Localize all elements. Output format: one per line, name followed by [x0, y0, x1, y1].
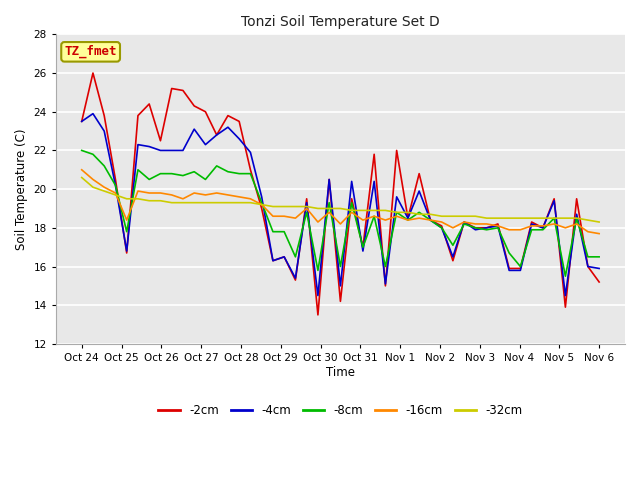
X-axis label: Time: Time: [326, 366, 355, 379]
Legend: -2cm, -4cm, -8cm, -16cm, -32cm: -2cm, -4cm, -8cm, -16cm, -32cm: [154, 399, 527, 422]
Title: Tonzi Soil Temperature Set D: Tonzi Soil Temperature Set D: [241, 15, 440, 29]
Text: TZ_fmet: TZ_fmet: [65, 45, 117, 59]
Y-axis label: Soil Temperature (C): Soil Temperature (C): [15, 128, 28, 250]
